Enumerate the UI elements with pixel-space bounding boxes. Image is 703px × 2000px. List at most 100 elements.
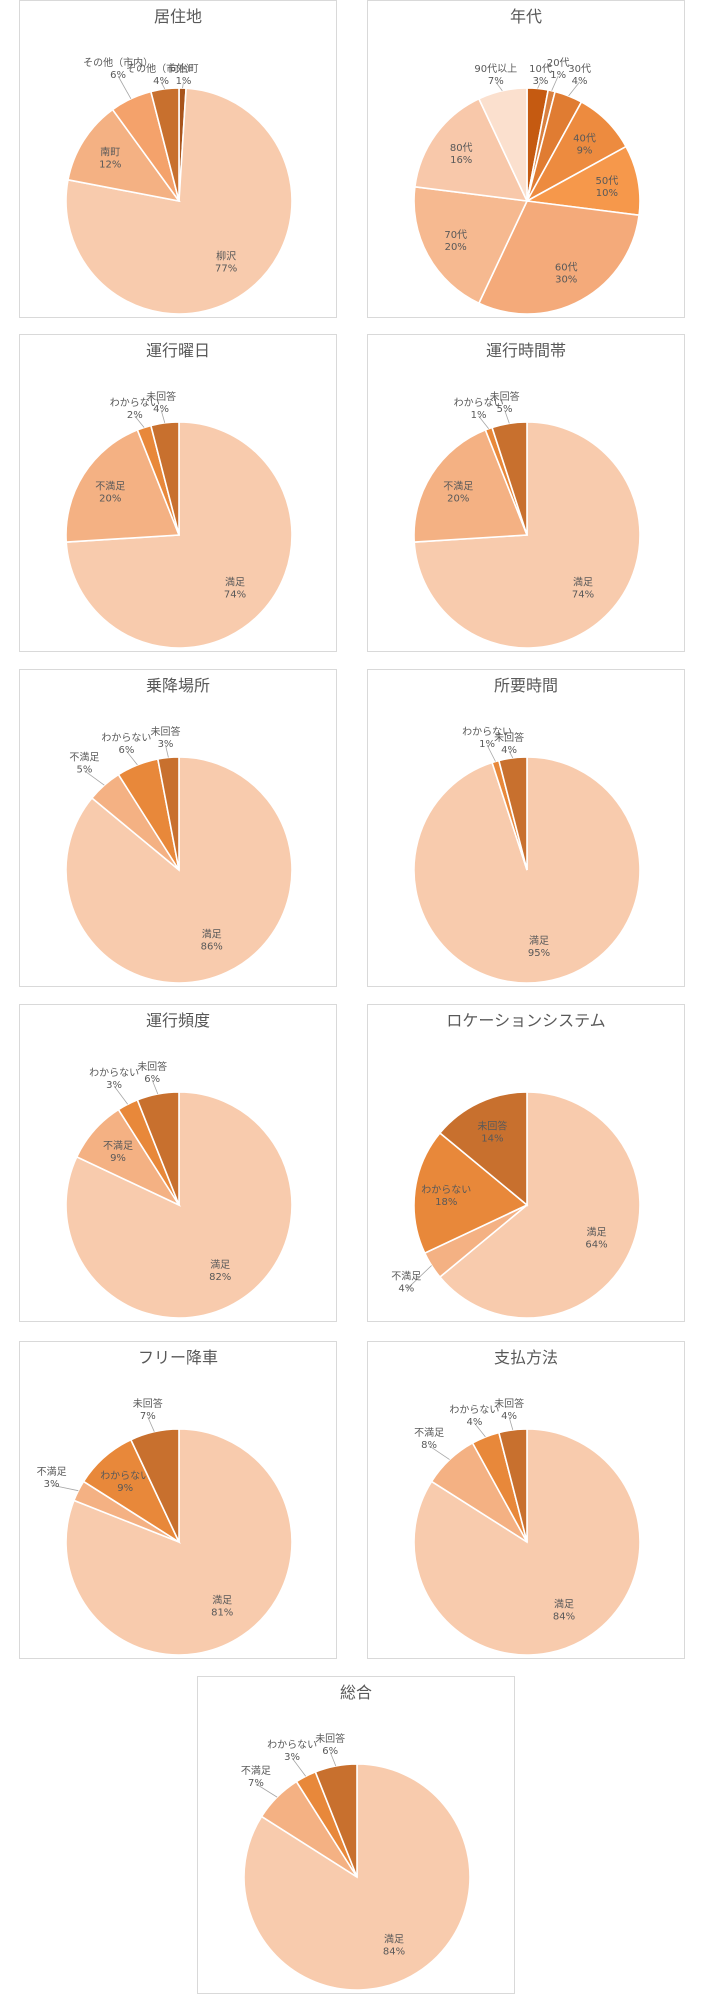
chart-panel-free-dropoff: フリー降車 満足 81% 不満足 3% わからない 9% 未回答 7% xyxy=(19,1341,337,1659)
chart-title: フリー降車 xyxy=(137,1348,218,1367)
slice-percent: 74% xyxy=(572,590,594,601)
slice-percent: 12% xyxy=(99,159,121,170)
leader-line xyxy=(568,81,580,97)
leader-line xyxy=(478,415,490,429)
leader-line xyxy=(117,75,132,99)
pie-slice xyxy=(67,108,181,203)
slice-label: 未回答 xyxy=(137,1060,167,1073)
leader-line xyxy=(126,750,138,766)
slice-percent: 74% xyxy=(224,590,246,601)
pie-slice xyxy=(524,145,641,217)
pie-slice xyxy=(438,1091,641,1319)
leader-line xyxy=(508,750,514,759)
slice-label: 満足 xyxy=(210,1259,230,1271)
slice-label: 80代 xyxy=(450,142,473,154)
chart-panel-residence: 居住地 向台町 1% 柳沢 77% 南町 12% その他（市内） 6% その他（市外） 4% xyxy=(19,0,337,318)
slice-percent: 9% xyxy=(117,1483,133,1494)
slice-label: わからない xyxy=(101,732,151,744)
slice-label: 不満足 xyxy=(95,480,125,492)
slice-label: 60代 xyxy=(555,261,578,273)
slice-percent: 9% xyxy=(577,146,593,157)
leader-line xyxy=(474,1422,486,1438)
slice-percent: 4% xyxy=(153,76,169,87)
chart-title: 居住地 xyxy=(153,7,202,26)
slice-label: 未回答 xyxy=(494,731,524,744)
chart-panel-age: 年代 10代 3% 20代 1% 30代 4% 40代 9% 50代 10% 60代 30% 70代 20… xyxy=(367,0,685,318)
chart-panel-overall: 総合 満足 84% 不満足 7% わからない 3% 未回答 6% xyxy=(197,1676,515,1994)
leader-line xyxy=(255,1783,278,1798)
slice-label: 不満足 xyxy=(103,1140,133,1152)
slice-label: わからない xyxy=(421,1184,471,1196)
slice-percent: 18% xyxy=(435,1197,457,1208)
slice-percent: 8% xyxy=(421,1440,437,1451)
chart-title: 運行曜日 xyxy=(145,341,210,360)
slice-percent: 4% xyxy=(501,1411,517,1422)
leader-line xyxy=(160,409,166,424)
slice-percent: 7% xyxy=(248,1778,264,1789)
pie-slice xyxy=(413,1131,529,1255)
slice-label: 30代 xyxy=(568,63,591,75)
slice-percent: 82% xyxy=(209,1272,231,1283)
slice-percent: 1% xyxy=(471,410,487,421)
slice-percent: 3% xyxy=(44,1479,60,1490)
slice-percent: 1% xyxy=(550,70,566,81)
slice-label: 満足 xyxy=(529,935,549,947)
pie-slice xyxy=(314,1763,358,1878)
leader-line xyxy=(182,81,184,89)
slice-label: その他（市内） xyxy=(83,56,153,69)
slice-label: わからない xyxy=(454,397,504,409)
chart-title: 支払方法 xyxy=(493,1348,558,1367)
slice-label: 不満足 xyxy=(391,1271,421,1283)
slice-label: 満足 xyxy=(554,1598,574,1610)
slice-label: 未回答 xyxy=(494,1397,524,1410)
slice-percent: 95% xyxy=(528,948,550,959)
slice-percent: 6% xyxy=(110,70,126,81)
chart-title: 乗降場所 xyxy=(145,676,210,695)
slice-label: 不満足 xyxy=(414,1427,444,1439)
slice-percent: 4% xyxy=(398,1284,414,1295)
slice-label: 向台町 xyxy=(169,62,199,75)
pie-slice xyxy=(477,87,528,202)
slice-label: 満足 xyxy=(225,577,245,589)
leader-line xyxy=(291,1757,307,1777)
pie-slice xyxy=(497,756,528,871)
slice-label: 満足 xyxy=(587,1227,607,1239)
slice-label: 10代 xyxy=(529,63,552,75)
slice-label: 70代 xyxy=(444,229,467,241)
slice-percent: 4% xyxy=(153,404,169,415)
leader-line xyxy=(406,1265,432,1290)
slice-percent: 5% xyxy=(497,404,513,415)
pie-slice xyxy=(129,1428,180,1543)
slice-label: 未回答 xyxy=(146,390,176,403)
leader-line xyxy=(84,770,105,786)
slice-label: 満足 xyxy=(384,1933,404,1945)
slice-percent: 64% xyxy=(585,1240,607,1251)
leader-line xyxy=(537,81,541,89)
slice-label: わからない xyxy=(110,397,160,409)
slice-label: 満足 xyxy=(202,929,222,941)
slice-label: 20代 xyxy=(547,57,570,69)
slice-label: わからない xyxy=(89,1067,139,1079)
pie-slice xyxy=(413,97,529,202)
chart-panel-stops: 乗降場所 満足 86% 不満足 5% わからない 6% 未回答 3% xyxy=(19,669,337,987)
leader-line xyxy=(504,409,510,424)
slice-label: 90代以上 xyxy=(474,63,517,75)
slice-label: 未回答 xyxy=(315,1732,345,1745)
leader-line xyxy=(165,744,169,758)
slice-percent: 14% xyxy=(481,1133,503,1144)
chart-panel-location-system: ロケーションシステム 満足 64% 不満足 4% わからない 18% 未回答 14% xyxy=(367,1004,685,1322)
pie-slice xyxy=(65,428,181,543)
pie-slice xyxy=(413,756,641,984)
slice-label: 40代 xyxy=(573,133,596,145)
slice-label: 不満足 xyxy=(37,1466,67,1478)
slice-percent: 86% xyxy=(201,942,223,953)
slice-label: わからない xyxy=(449,1404,499,1416)
slice-percent: 1% xyxy=(176,76,192,87)
slice-percent: 3% xyxy=(158,739,174,750)
